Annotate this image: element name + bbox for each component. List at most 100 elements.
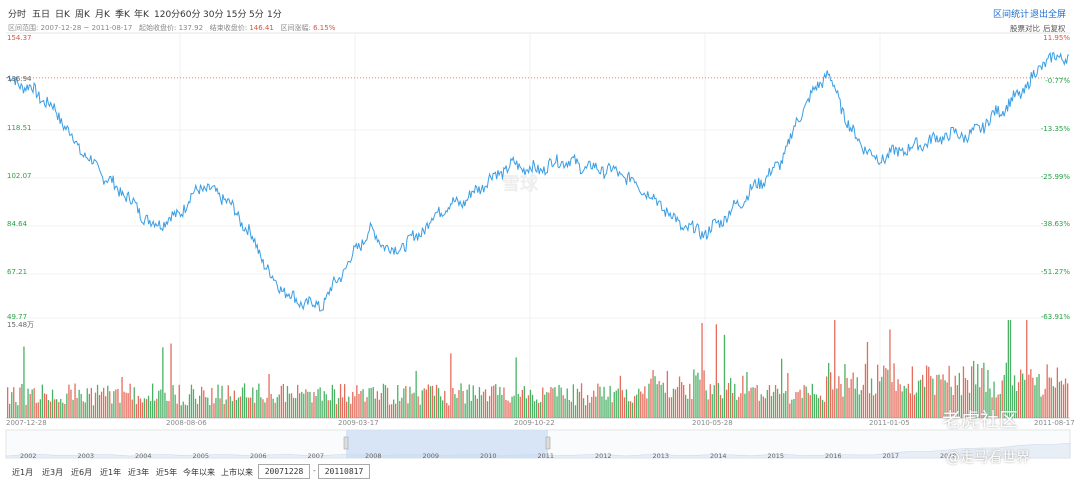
- volume-bar: [856, 377, 858, 418]
- volume-bar: [386, 387, 389, 418]
- tab-yearly-k[interactable]: 年K: [134, 10, 149, 20]
- period-3-year[interactable]: 近3年: [128, 468, 150, 477]
- volume-bar: [370, 387, 372, 418]
- volume-bar: [819, 395, 822, 418]
- adjust-mode-button[interactable]: 后复权: [1043, 24, 1066, 33]
- right-axis-label-0: 11.95%: [1043, 34, 1070, 42]
- volume-bar: [852, 372, 854, 418]
- right-axis-label-6: -63.91%: [1040, 313, 1070, 321]
- volume-bar: [754, 388, 756, 418]
- volume-bar: [681, 382, 683, 418]
- date-separator: -: [313, 466, 316, 475]
- volume-bar: [662, 382, 664, 418]
- volume-bar: [1001, 380, 1003, 418]
- period-3-month[interactable]: 近3月: [42, 468, 64, 477]
- volume-bar: [550, 387, 552, 418]
- volume-bar: [971, 366, 973, 418]
- volume-bar: [1042, 394, 1044, 418]
- volume-bar: [241, 387, 244, 418]
- volume-bar: [744, 393, 746, 418]
- volume-bar: [703, 370, 705, 418]
- tab-120-min[interactable]: 120分: [154, 10, 181, 20]
- exit-fullscreen-link[interactable]: 退出全屏: [1030, 10, 1067, 20]
- interval-stats-link[interactable]: 区间统计: [993, 10, 1030, 20]
- volume-bar: [217, 384, 219, 418]
- volume-bar: [166, 400, 168, 418]
- volume-bar: [435, 384, 438, 418]
- volume-bar: [693, 369, 695, 418]
- volume-bar: [1005, 362, 1007, 418]
- volume-bar: [344, 384, 346, 418]
- tab-daily-k[interactable]: 日K: [55, 10, 70, 20]
- volume-bar: [525, 398, 527, 418]
- volume-bar: [405, 386, 407, 418]
- tab-quarterly-k[interactable]: 季K: [115, 10, 130, 20]
- volume-bar: [701, 323, 703, 418]
- volume-bar: [372, 387, 374, 418]
- volume-bar: [1062, 384, 1065, 418]
- volume-bar: [49, 401, 52, 418]
- volume-bar: [182, 401, 184, 418]
- volume-bar: [88, 393, 90, 418]
- volume-bar: [160, 389, 162, 418]
- volume-bar: [795, 392, 797, 418]
- period-5-year[interactable]: 近5年: [156, 468, 178, 477]
- stock-compare-button[interactable]: 股票对比: [1010, 24, 1040, 33]
- volume-bar: [572, 384, 574, 418]
- volume-bar: [883, 365, 885, 418]
- volume-bar: [154, 400, 156, 418]
- volume-bar: [497, 395, 499, 418]
- date-label-0: 2007-12-28: [6, 419, 47, 427]
- volume-bar: [625, 389, 628, 418]
- date-to-input[interactable]: 20110817: [318, 464, 370, 479]
- volume-bar: [985, 391, 987, 418]
- volume-bar: [119, 402, 121, 418]
- volume-bar: [356, 385, 358, 418]
- volume-bar: [468, 384, 470, 418]
- volume-bar: [1054, 387, 1056, 418]
- volume-bar: [954, 375, 956, 418]
- change-value: 6.15%: [313, 24, 336, 32]
- volume-bar: [478, 387, 481, 418]
- tab-five-day[interactable]: 五日: [32, 10, 51, 20]
- volume-bar: [568, 400, 570, 418]
- volume-bar: [111, 403, 113, 418]
- volume-bar: [76, 398, 78, 418]
- volume-bar: [215, 398, 217, 418]
- tab-15-min[interactable]: 15分: [226, 10, 247, 20]
- period-6-month[interactable]: 近6月: [71, 468, 93, 477]
- volume-bar: [936, 374, 938, 418]
- volume-bar: [826, 376, 828, 418]
- tab-5-min[interactable]: 5分: [249, 10, 264, 20]
- volume-bar: [446, 403, 448, 418]
- volume-bar: [699, 379, 701, 418]
- period-1-month[interactable]: 近1月: [12, 468, 34, 477]
- volume-bar: [442, 400, 444, 418]
- tab-60-min[interactable]: 60分: [180, 10, 201, 20]
- volume-bar: [62, 402, 64, 418]
- date-from-input[interactable]: 20071228: [258, 464, 310, 479]
- period-1-year[interactable]: 近1年: [100, 468, 122, 477]
- volume-bar: [484, 389, 487, 418]
- volume-bar: [380, 393, 382, 418]
- period-since-listing[interactable]: 上市以来: [221, 468, 253, 477]
- volume-bar: [19, 387, 21, 418]
- tab-30-min[interactable]: 30分: [203, 10, 224, 20]
- tab-1-min[interactable]: 1分: [267, 10, 282, 20]
- tab-weekly-k[interactable]: 周K: [75, 10, 90, 20]
- volume-bar: [199, 395, 201, 418]
- volume-bar: [194, 398, 197, 418]
- volume-bar: [107, 385, 109, 418]
- volume-bar: [462, 391, 464, 418]
- volume-bar: [611, 402, 613, 418]
- volume-bar: [58, 402, 60, 418]
- price-line: [6, 51, 1070, 312]
- navigator-year-label: 2007: [307, 452, 325, 460]
- period-ytd[interactable]: 今年以来: [183, 468, 215, 477]
- volume-bar: [574, 405, 577, 418]
- volume-bar: [913, 394, 916, 418]
- volume-bar: [674, 389, 677, 418]
- tab-timeshare[interactable]: 分时: [8, 10, 27, 20]
- tab-monthly-k[interactable]: 月K: [95, 10, 110, 20]
